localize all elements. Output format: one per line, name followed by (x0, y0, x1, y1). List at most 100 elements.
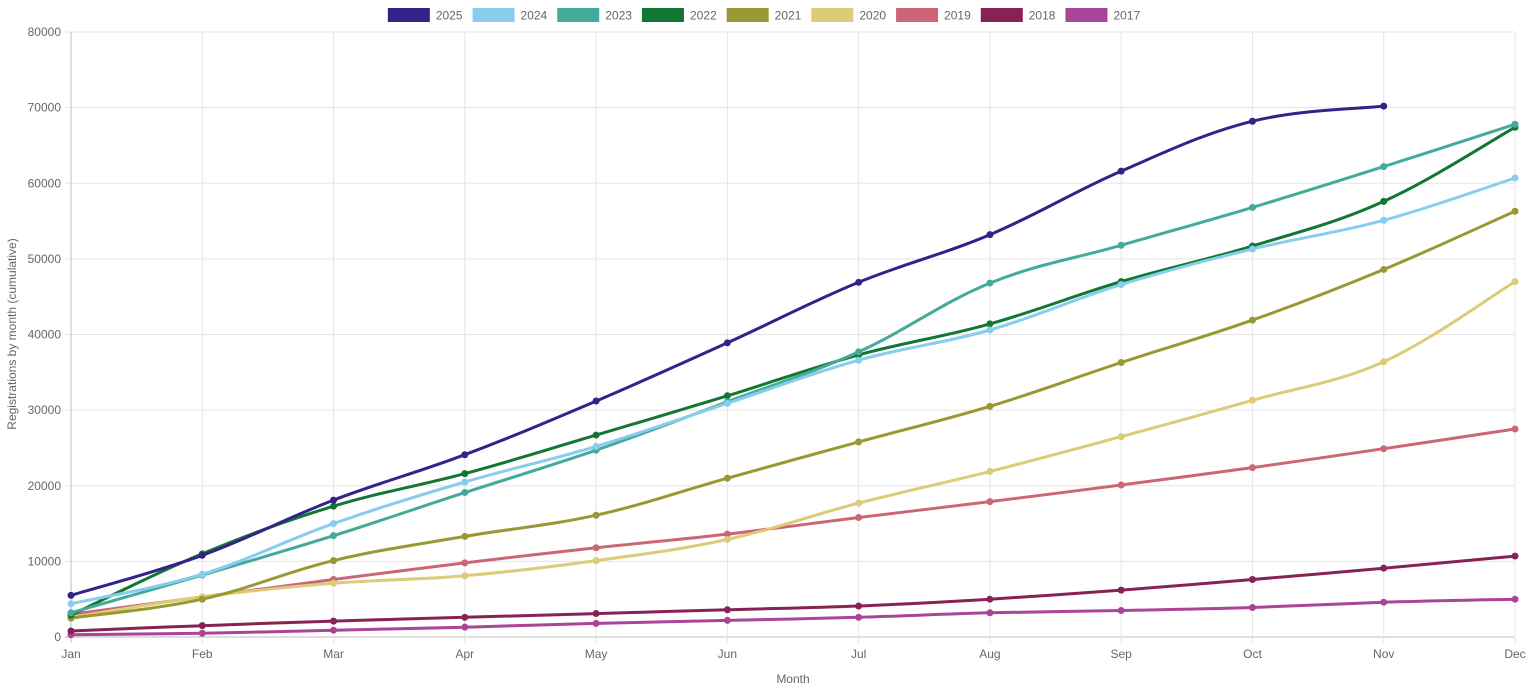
legend-item-2025[interactable]: 2025 (387, 8, 463, 23)
data-point-2023[interactable] (1117, 241, 1125, 249)
data-point-2024[interactable] (855, 356, 863, 364)
data-point-2018[interactable] (198, 622, 206, 630)
data-point-2022[interactable] (986, 320, 994, 328)
data-point-2024[interactable] (986, 326, 994, 334)
data-point-2024[interactable] (592, 442, 600, 450)
data-point-2019[interactable] (855, 514, 863, 522)
legend-item-2022[interactable]: 2022 (641, 8, 717, 23)
data-point-2019[interactable] (1248, 464, 1256, 472)
data-point-2025[interactable] (1380, 102, 1388, 110)
data-point-2022[interactable] (592, 431, 600, 439)
data-point-2020[interactable] (1117, 433, 1125, 441)
data-point-2024[interactable] (723, 399, 731, 407)
data-point-2025[interactable] (592, 397, 600, 405)
data-point-2023[interactable] (1248, 203, 1256, 211)
data-point-2020[interactable] (723, 535, 731, 543)
data-point-2025[interactable] (330, 496, 338, 504)
data-point-2021[interactable] (855, 438, 863, 446)
legend-item-2019[interactable]: 2019 (896, 8, 971, 23)
data-point-2024[interactable] (1511, 174, 1519, 182)
legend-item-2017[interactable]: 2017 (1065, 8, 1140, 23)
data-point-2019[interactable] (1380, 445, 1388, 453)
legend-item-2018[interactable]: 2018 (980, 8, 1056, 23)
data-point-2020[interactable] (592, 557, 600, 565)
data-point-2019[interactable] (592, 544, 600, 552)
data-point-2024[interactable] (1380, 216, 1388, 224)
data-point-2021[interactable] (1248, 316, 1256, 324)
data-point-2023[interactable] (986, 279, 994, 287)
data-point-2019[interactable] (461, 559, 469, 567)
data-point-2023[interactable] (330, 532, 338, 540)
data-point-2018[interactable] (1511, 552, 1519, 560)
data-point-2022[interactable] (461, 470, 469, 478)
data-point-2022[interactable] (1380, 197, 1388, 205)
data-point-2019[interactable] (986, 498, 994, 506)
data-point-2017[interactable] (1117, 607, 1125, 615)
data-point-2021[interactable] (986, 402, 994, 410)
data-point-2021[interactable] (461, 532, 469, 540)
legend-item-2020[interactable]: 2020 (811, 8, 886, 23)
data-point-2020[interactable] (461, 572, 469, 580)
data-point-2018[interactable] (1380, 564, 1388, 572)
legend[interactable]: 2025 2024 2023 2022 2021 2020 2019 2018 2017 (387, 8, 1141, 23)
data-point-2018[interactable] (592, 610, 600, 618)
data-point-2021[interactable] (1117, 358, 1125, 366)
data-point-2022[interactable] (723, 392, 731, 400)
data-point-2021[interactable] (198, 595, 206, 603)
data-point-2023[interactable] (1380, 163, 1388, 171)
data-point-2018[interactable] (855, 602, 863, 610)
data-point-2018[interactable] (461, 613, 469, 621)
data-point-2023[interactable] (67, 609, 75, 617)
data-point-2018[interactable] (67, 627, 75, 635)
data-point-2017[interactable] (330, 626, 338, 634)
data-point-2021[interactable] (1511, 207, 1519, 215)
data-point-2024[interactable] (330, 520, 338, 528)
data-point-2017[interactable] (1511, 595, 1519, 603)
data-point-2020[interactable] (1248, 396, 1256, 404)
data-point-2021[interactable] (592, 511, 600, 519)
data-point-2021[interactable] (723, 474, 731, 482)
data-point-2018[interactable] (330, 617, 338, 625)
data-point-2022[interactable] (330, 502, 338, 510)
data-point-2023[interactable] (461, 489, 469, 497)
legend-item-2024[interactable]: 2024 (472, 8, 548, 23)
data-point-2020[interactable] (986, 467, 994, 475)
data-point-2020[interactable] (1511, 278, 1519, 286)
data-point-2023[interactable] (855, 348, 863, 356)
data-point-2018[interactable] (1117, 586, 1125, 594)
data-point-2017[interactable] (855, 613, 863, 621)
data-point-2018[interactable] (1248, 576, 1256, 584)
data-point-2020[interactable] (855, 499, 863, 507)
data-point-2024[interactable] (67, 600, 75, 608)
data-point-2018[interactable] (723, 606, 731, 614)
data-point-2019[interactable] (1511, 425, 1519, 433)
data-point-2017[interactable] (461, 623, 469, 631)
data-point-2019[interactable] (723, 530, 731, 538)
data-point-2025[interactable] (1117, 167, 1125, 175)
data-point-2021[interactable] (330, 557, 338, 565)
data-point-2018[interactable] (986, 595, 994, 603)
data-point-2017[interactable] (986, 609, 994, 617)
data-point-2021[interactable] (1380, 265, 1388, 273)
data-point-2024[interactable] (1248, 245, 1256, 253)
data-point-2025[interactable] (855, 278, 863, 286)
data-point-2017[interactable] (198, 629, 206, 637)
data-point-2017[interactable] (723, 616, 731, 624)
data-point-2017[interactable] (1380, 598, 1388, 606)
legend-item-2023[interactable]: 2023 (557, 8, 632, 23)
data-point-2020[interactable] (330, 579, 338, 587)
data-point-2024[interactable] (198, 570, 206, 578)
data-point-2025[interactable] (67, 591, 75, 599)
data-point-2024[interactable] (1117, 281, 1125, 289)
data-point-2025[interactable] (198, 551, 206, 559)
data-point-2017[interactable] (592, 619, 600, 627)
data-point-2019[interactable] (1117, 481, 1125, 489)
legend-item-2021[interactable]: 2021 (726, 8, 802, 23)
data-point-2025[interactable] (723, 339, 731, 347)
data-point-2025[interactable] (1248, 117, 1256, 125)
data-point-2020[interactable] (1380, 358, 1388, 366)
data-point-2024[interactable] (461, 478, 469, 486)
data-point-2025[interactable] (461, 451, 469, 459)
data-point-2017[interactable] (1248, 604, 1256, 612)
data-point-2023[interactable] (1511, 120, 1519, 128)
